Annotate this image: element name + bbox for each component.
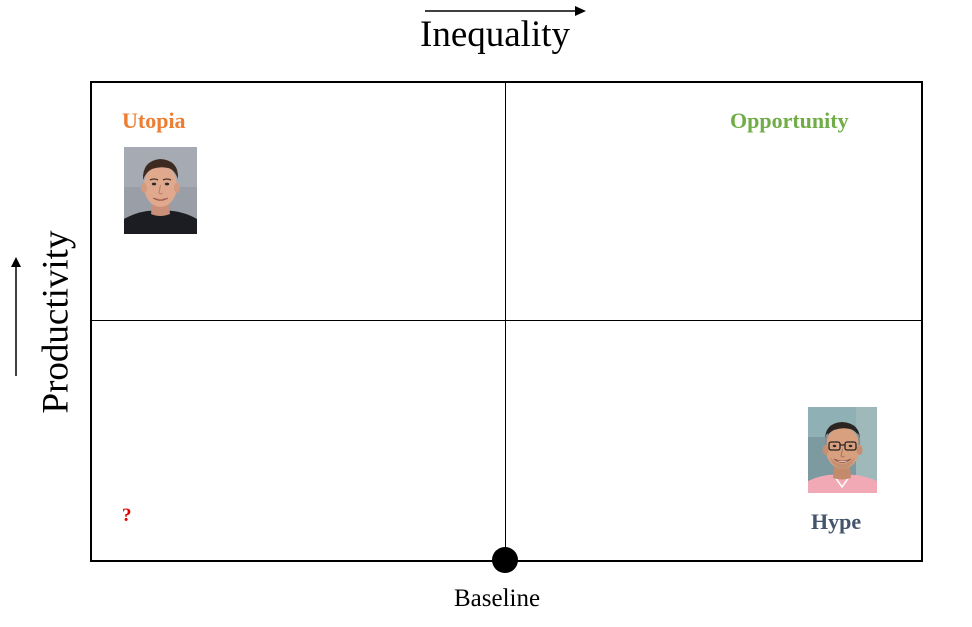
baseline-label: Baseline <box>454 585 541 612</box>
x-axis-title: Inequality <box>420 14 571 55</box>
person-portrait-icon <box>124 147 197 234</box>
y-axis-arrow-icon <box>11 257 21 376</box>
quadrant-label-utopia: Utopia <box>122 108 186 133</box>
person-portrait-icon <box>808 407 877 493</box>
x-axis-arrow-icon <box>425 6 586 16</box>
quadrant-label-unknown: ? <box>122 505 132 526</box>
quadrant-frame <box>90 81 923 562</box>
quadrant-label-opportunity: Opportunity <box>730 108 849 133</box>
baseline-dot-icon <box>492 547 518 573</box>
quadrant-label-hype: Hype <box>811 509 862 534</box>
horizontal-divider <box>90 320 921 321</box>
y-axis-title: Productivity <box>35 230 77 414</box>
